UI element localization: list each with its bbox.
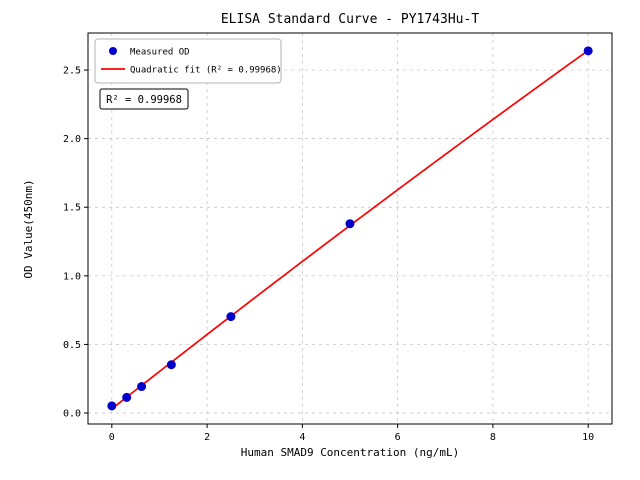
y-tick-label: 2.0 — [63, 134, 81, 145]
y-tick-label: 0.0 — [63, 409, 81, 420]
measured-od-point — [583, 46, 593, 56]
axis-layer: 0 2 4 6 8 10 0.0 0.5 1.0 1.5 2.0 2.5 — [63, 66, 594, 443]
x-tick-label: 4 — [299, 432, 305, 443]
legend-box — [94, 38, 282, 84]
r-squared-text: R² = 0.99968 — [106, 94, 182, 106]
x-tick-label: 0 — [109, 432, 115, 443]
legend-label-measured-od: Measured OD — [130, 48, 190, 58]
x-tick-label: 8 — [490, 432, 496, 443]
measured-od-point — [166, 360, 176, 370]
measured-od-point — [122, 392, 132, 402]
y-tick-label: 2.5 — [63, 66, 81, 77]
series-layer — [107, 46, 593, 411]
r-squared-box — [99, 88, 189, 110]
plot-border — [87, 32, 613, 425]
measured-od-point — [345, 219, 355, 229]
y-tick-label: 0.5 — [63, 340, 81, 351]
chart-title: ELISA Standard Curve - PY1743Hu-T — [221, 12, 479, 27]
legend-label-quadratic-fit: Quadratic fit (R² = 0.99968) — [130, 66, 282, 76]
legend: Measured OD Quadratic fit (R² = 0.99968) — [94, 38, 282, 84]
measured-od-point — [107, 401, 117, 411]
legend-marker-dot — [109, 47, 117, 55]
x-tick-label: 2 — [204, 432, 210, 443]
y-tick-label: 1.0 — [63, 271, 81, 282]
x-tick-label: 6 — [395, 432, 401, 443]
y-axis-label: OD Value(450nm) — [22, 179, 35, 278]
measured-od-point — [137, 382, 147, 392]
y-tick-label: 1.5 — [63, 203, 81, 214]
x-axis-label: Human SMAD9 Concentration (ng/mL) — [241, 446, 460, 459]
measured-od-point — [226, 312, 236, 322]
r-squared-annotation: R² = 0.99968 — [99, 88, 189, 110]
x-tick-label: 10 — [582, 432, 594, 443]
